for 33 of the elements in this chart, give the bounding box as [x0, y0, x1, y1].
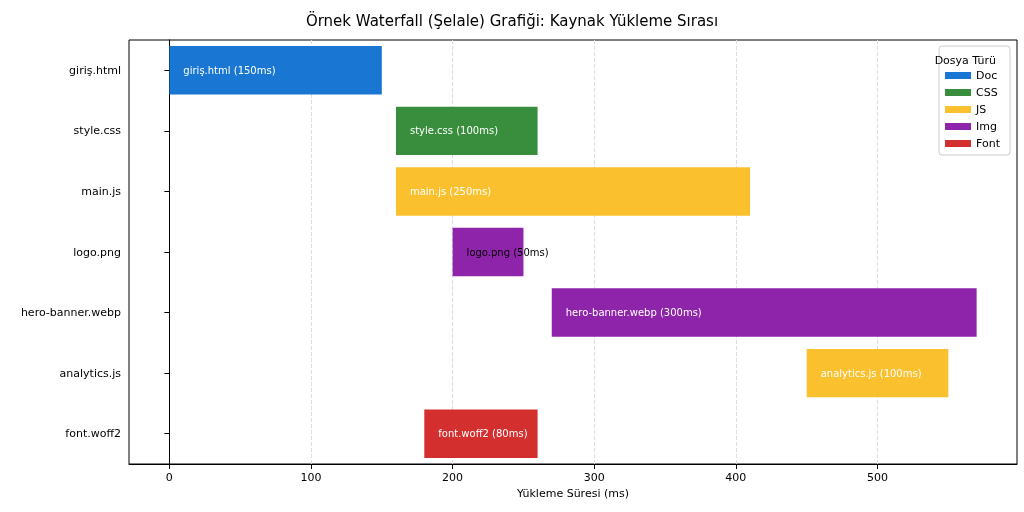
x-tick-label: 0 [165, 471, 173, 484]
x-tick-label: 400 [725, 471, 747, 484]
data-label: style.css (100ms) [409, 125, 499, 137]
bar [424, 409, 538, 458]
y-tick-label: giriş.html [69, 63, 121, 77]
y-tick-label: logo.png [73, 245, 121, 259]
data-label: analytics.js (100ms) [820, 367, 922, 379]
bar [551, 288, 977, 337]
bar [395, 106, 538, 156]
x-tick-label: 100 [300, 471, 322, 484]
bar [395, 167, 751, 216]
y-tick-label: style.css [73, 124, 122, 138]
legend-label: JS [975, 103, 987, 116]
y-tick-label: main.js [81, 184, 122, 198]
data-label: main.js (250ms) [409, 185, 492, 197]
y-tick-label: font.woff2 [65, 427, 121, 441]
bar [169, 46, 382, 95]
x-tick-label: 200 [442, 471, 464, 484]
chart-title: Örnek Waterfall (Şelale) Grafiği: Kaynak Yükleme Sırası [305, 10, 719, 30]
legend-label: Doc [976, 69, 998, 82]
x-tick-label: 500 [867, 471, 888, 484]
legend-label: CSS [976, 86, 998, 99]
legend-label: Font [976, 137, 1001, 150]
data-label: giriş.html (150ms) [183, 64, 276, 76]
data-label: font.woff2 (80ms) [438, 428, 528, 440]
data-label: hero-banner.webp (300ms) [565, 307, 702, 319]
y-tick-label: analytics.js [59, 366, 122, 380]
x-tick-label: 300 [583, 471, 605, 484]
bar [806, 348, 949, 398]
y-tick-label: hero-banner.webp [20, 306, 121, 320]
x-axis-title: Yükleme Süresi (ms) [516, 487, 629, 500]
legend-title: Dosya Türü [934, 54, 997, 67]
legend-label: Img [976, 120, 997, 133]
